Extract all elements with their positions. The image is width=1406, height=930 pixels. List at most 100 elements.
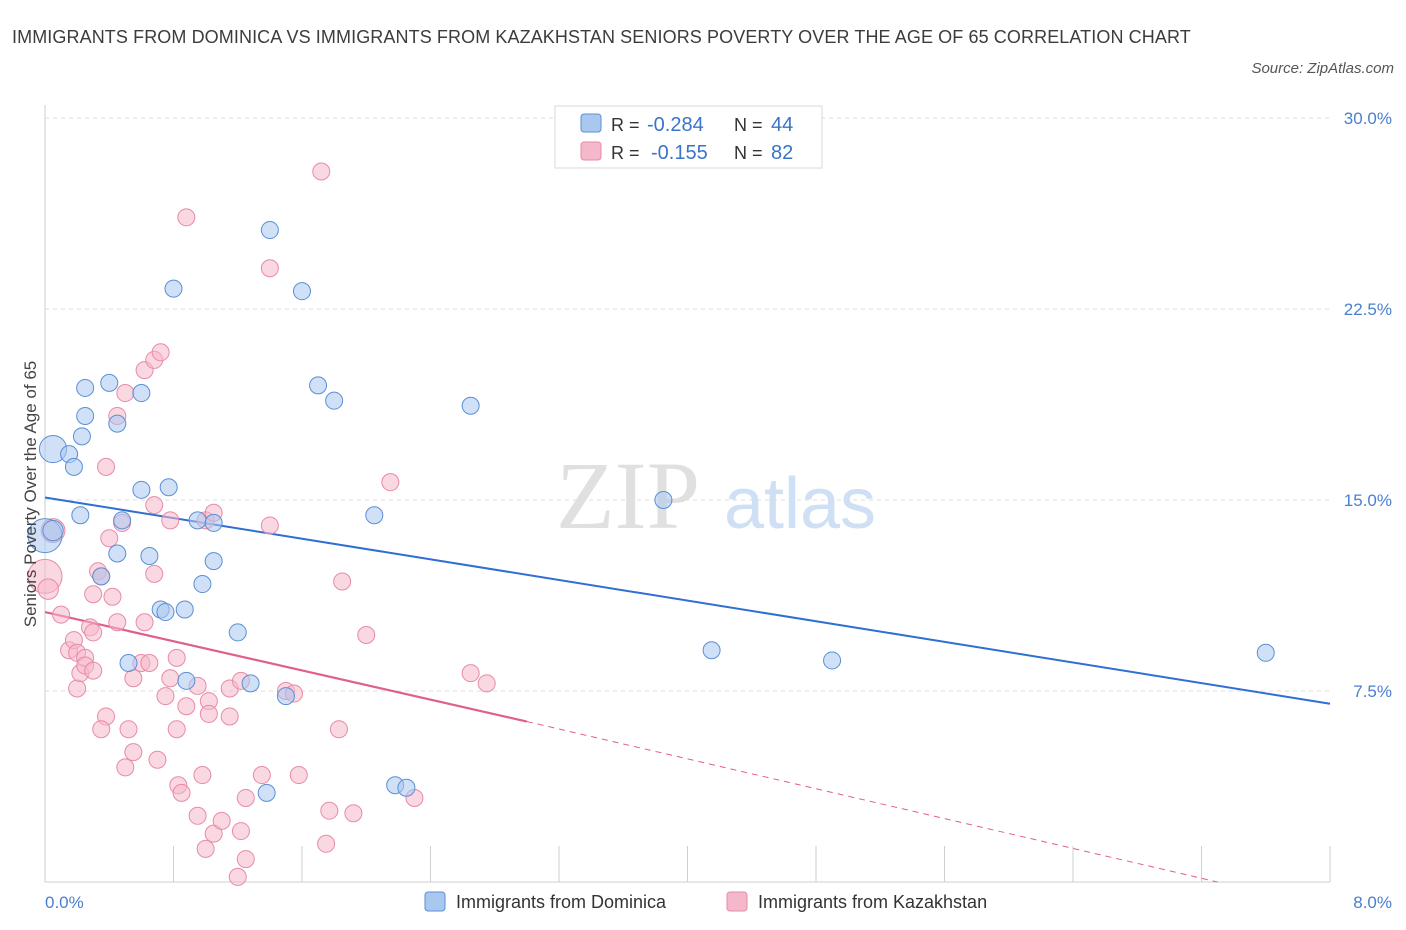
y-tick-label: 30.0% xyxy=(1344,109,1392,128)
kazakhstan-point xyxy=(461,664,480,683)
kazakhstan-point xyxy=(92,720,111,739)
watermark-atlas: atlas xyxy=(724,464,876,544)
kazakhstan-point xyxy=(312,162,331,181)
dominica-point xyxy=(188,511,207,530)
kazakhstan-point xyxy=(68,679,87,698)
dominica-point xyxy=(100,373,119,392)
legend-n-value-pink: 82 xyxy=(771,142,793,164)
kazakhstan-point xyxy=(344,804,363,823)
kazakhstan-point xyxy=(116,384,135,403)
kazakhstan-trend-line xyxy=(44,610,528,723)
kazakhstan-point xyxy=(177,697,196,716)
kazakhstan-point xyxy=(172,783,191,802)
dominica-point xyxy=(113,511,132,530)
kazakhstan-point xyxy=(220,707,239,726)
kazakhstan-point xyxy=(231,822,250,841)
kazakhstan-trend-extension xyxy=(526,721,1218,883)
source-label: Source: ZipAtlas.com xyxy=(1251,60,1394,77)
x-tick-labels: 0.0% 8.0% xyxy=(45,893,1392,912)
y-tick-labels: 7.5% 15.0% 22.5% 30.0% xyxy=(1344,109,1392,701)
kazakhstan-point xyxy=(156,687,175,706)
dominica-point xyxy=(108,544,127,563)
dominica-point xyxy=(132,480,151,499)
y-axis-label: Seniors Poverty Over the Age of 65 xyxy=(21,361,40,627)
dominica-point xyxy=(204,513,223,532)
series-legend-kazakhstan: Immigrants from Kazakhstan xyxy=(758,892,987,912)
x-tick-label: 0.0% xyxy=(45,893,84,912)
dominica-point xyxy=(276,687,295,706)
kazakhstan-point xyxy=(381,473,400,492)
legend-r-label: R = xyxy=(611,143,640,163)
dominica-point xyxy=(132,384,151,403)
kazakhstan-point xyxy=(140,653,159,672)
kazakhstan-point xyxy=(84,661,103,680)
dominica-point xyxy=(365,506,384,525)
kazakhstan-point xyxy=(161,669,180,688)
kazakhstan-point xyxy=(204,824,223,843)
dominica-point xyxy=(159,478,178,497)
legend-swatch-blue xyxy=(580,113,602,133)
dominica-point xyxy=(1256,643,1275,662)
watermark-zip: ZIP xyxy=(556,442,700,549)
legend-swatch-pink xyxy=(580,141,602,161)
dominica-point xyxy=(156,603,175,622)
kazakhstan-point xyxy=(317,834,336,853)
dominica-point xyxy=(257,783,276,802)
kazakhstan-point xyxy=(52,605,71,624)
dominica-point xyxy=(175,600,194,619)
data-points xyxy=(27,162,1275,886)
dominica-point xyxy=(72,427,91,446)
kazakhstan-point xyxy=(124,669,143,688)
legend-r-label: R = xyxy=(611,115,640,135)
kazakhstan-point xyxy=(193,766,212,785)
dominica-point xyxy=(119,653,138,672)
kazakhstan-point xyxy=(236,788,255,807)
kazakhstan-point xyxy=(84,623,103,642)
series-legend: Immigrants from Dominica Immigrants from… xyxy=(424,891,987,912)
dominica-point xyxy=(309,376,328,395)
kazakhstan-point xyxy=(108,613,127,632)
kazakhstan-point xyxy=(161,511,180,530)
kazakhstan-point xyxy=(151,343,170,362)
kazakhstan-point xyxy=(100,529,119,548)
legend-n-label: N = xyxy=(734,143,763,163)
dominica-point xyxy=(461,396,480,415)
kazakhstan-point xyxy=(97,457,116,476)
dominica-point xyxy=(823,651,842,670)
y-tick-label: 15.0% xyxy=(1344,491,1392,510)
dominica-point xyxy=(92,567,111,586)
kazakhstan-point xyxy=(228,867,247,886)
kazakhstan-point xyxy=(477,674,496,693)
kazakhstan-point xyxy=(320,801,339,820)
kazakhstan-point xyxy=(119,720,138,739)
legend-r-value-blue: -0.284 xyxy=(647,114,704,136)
kazakhstan-point xyxy=(145,564,164,583)
y-tick-label: 22.5% xyxy=(1344,300,1392,319)
series-legend-dominica: Immigrants from Dominica xyxy=(456,892,667,912)
kazakhstan-point xyxy=(116,758,135,777)
axes xyxy=(44,105,1331,883)
kazakhstan-point xyxy=(333,572,352,591)
series-legend-swatch-blue xyxy=(424,891,446,912)
kazakhstan-point xyxy=(84,585,103,604)
kazakhstan-point xyxy=(199,704,218,723)
x-tick-label: 8.0% xyxy=(1353,893,1392,912)
kazakhstan-point xyxy=(167,720,186,739)
dominica-point xyxy=(241,674,260,693)
kazakhstan-point xyxy=(252,766,271,785)
dominica-point xyxy=(64,457,83,476)
dominica-point xyxy=(108,414,127,433)
dominica-point xyxy=(325,391,344,410)
dominica-point xyxy=(293,282,311,301)
kazakhstan-point xyxy=(103,587,122,606)
kazakhstan-point xyxy=(167,648,186,667)
dominica-point xyxy=(76,406,95,425)
dominica-point xyxy=(228,623,247,642)
kazakhstan-point xyxy=(357,625,376,644)
kazakhstan-point xyxy=(188,806,207,825)
dominica-point xyxy=(140,547,159,566)
dominica-point xyxy=(164,279,183,298)
series-legend-swatch-pink xyxy=(726,891,748,912)
kazakhstan-point xyxy=(124,743,143,762)
dominica-point xyxy=(177,671,196,690)
